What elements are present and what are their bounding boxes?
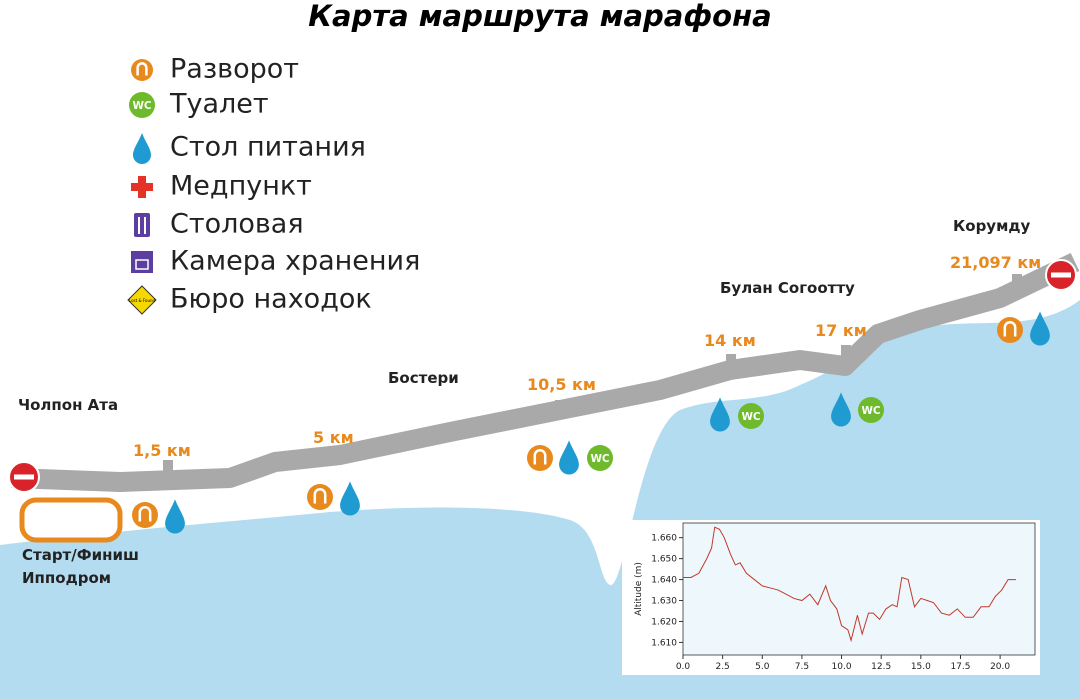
plot-area <box>682 522 1036 656</box>
u-turn-arrow <box>313 488 327 504</box>
km-post <box>841 345 851 357</box>
lost-text: Lost & Found <box>129 298 156 303</box>
u-turn-icon <box>527 445 553 471</box>
x-tick-label: 17.5 <box>950 662 970 672</box>
km-post <box>1012 274 1022 286</box>
y-axis-label: Altitude (m) <box>634 562 644 616</box>
wc-icon <box>858 397 884 423</box>
legend: Разворот WC Туалет Стол питания Медпункт Стол… <box>127 54 420 315</box>
u-turn-arrow <box>1003 321 1017 337</box>
stop-bar <box>1051 272 1071 278</box>
km-post <box>328 447 338 459</box>
storage-inner <box>135 259 149 270</box>
distance-label: 10,5 км <box>527 375 596 394</box>
y-tick-label: 1.610 <box>651 638 677 648</box>
u-turn-arrow <box>533 449 547 465</box>
lost-icon <box>127 285 157 315</box>
x-tick-label: 20.0 <box>990 662 1010 672</box>
distance-label: 1,5 км <box>133 441 191 460</box>
markers: Чолпон Ата Бостери Булан Согоотту Корумду 1,… <box>8 217 1077 534</box>
place-label: Бостери <box>388 369 459 387</box>
legend-label: Стол питания <box>170 132 366 163</box>
place-label: Корумду <box>953 217 1030 235</box>
distance-label: 21,097 км <box>950 253 1041 272</box>
altitude-line <box>683 526 1016 643</box>
title: Карта маршрута марафона <box>308 0 771 33</box>
x-tick-label: 15.0 <box>911 662 931 672</box>
water-icon <box>165 499 185 534</box>
start-box <box>19 497 123 543</box>
distance-label: 14 км <box>704 331 756 350</box>
start-label: Ипподром <box>22 569 111 587</box>
place-label: Чолпон Ата <box>18 396 118 414</box>
y-tick-label: 1.650 <box>651 555 677 565</box>
y-tick-label: 1.640 <box>651 576 677 586</box>
distance-label: 5 км <box>313 428 354 447</box>
wc-text: WC <box>590 453 609 465</box>
x-tick-label: 0.0 <box>676 662 691 672</box>
x-tick-label: 5.0 <box>755 662 770 672</box>
distance-label: 17 км <box>815 321 867 340</box>
u-turn-icon <box>132 502 158 528</box>
water-icon <box>133 133 151 164</box>
legend-label: Медпункт <box>170 171 312 202</box>
x-tick-label: 7.5 <box>795 662 809 672</box>
u-turn-arrow <box>138 506 152 522</box>
legend-label: Бюро находок <box>170 284 372 315</box>
water-icon <box>559 440 579 475</box>
y-tick-label: 1.660 <box>651 534 677 544</box>
wc-text: WC <box>741 411 760 423</box>
legend-label: Туалет <box>169 89 269 120</box>
wc-text: WC <box>132 100 151 112</box>
wc-icon <box>587 445 613 471</box>
wc-icon <box>738 403 764 429</box>
y-tick-label: 1.620 <box>651 617 677 627</box>
km-post <box>555 400 565 412</box>
wc-icon <box>129 92 155 118</box>
route <box>11 252 1080 492</box>
water-icon <box>340 481 360 516</box>
food-icon <box>134 213 150 237</box>
legend-label: Столовая <box>170 209 304 240</box>
start-label: Старт/Финиш <box>22 546 139 564</box>
x-tick-label: 2.5 <box>715 662 729 672</box>
u-turn-icon <box>307 484 333 510</box>
legend-label: Камера хранения <box>170 246 420 277</box>
legend-label: Разворот <box>170 54 299 85</box>
stop-bar <box>14 474 34 480</box>
u-turn-icon <box>997 317 1023 343</box>
wc-text: WC <box>861 405 880 417</box>
food-fork <box>138 217 146 234</box>
x-tick-label: 12.5 <box>871 662 891 672</box>
water-icon <box>710 397 730 432</box>
km-post <box>163 460 173 472</box>
water-icon <box>831 392 851 427</box>
med-icon <box>138 176 146 198</box>
y-tick-label: 1.630 <box>651 597 677 607</box>
water-icon <box>1030 311 1050 346</box>
altitude-chart: 1.610 1.620 1.630 1.640 1.650 1.660 0.0 2.5 5.0 7… <box>634 526 1016 672</box>
x-tick-label: 10.0 <box>832 662 852 672</box>
km-post <box>726 354 736 366</box>
place-label: Булан Согоотту <box>720 279 855 297</box>
u-turn-arrow <box>136 62 148 76</box>
